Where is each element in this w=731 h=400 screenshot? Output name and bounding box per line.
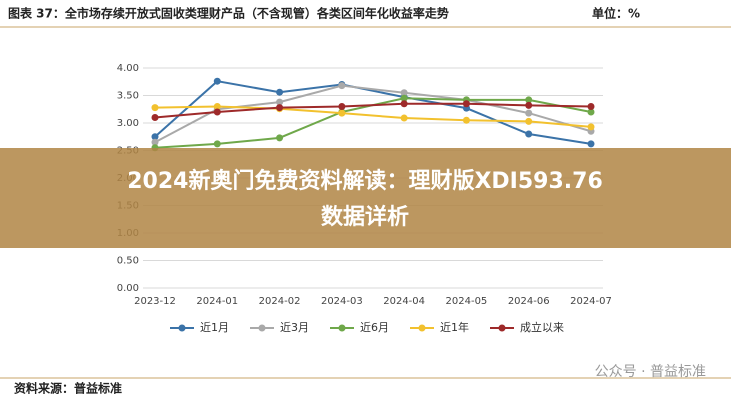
y-tick-label: 0.50: [117, 256, 139, 267]
point: [276, 134, 284, 142]
legend-label: 近1月: [200, 321, 229, 334]
point: [276, 104, 284, 112]
source: 资料来源：普益标准: [14, 381, 122, 396]
point: [213, 108, 221, 116]
x-tick-label: 2024-05: [446, 296, 488, 307]
y-tick-label: 3.50: [117, 91, 139, 102]
watermark: 公众号 · 普益标准: [595, 364, 706, 380]
point: [213, 77, 221, 85]
x-tick-label: 2024-02: [259, 296, 301, 307]
point: [462, 116, 470, 124]
y-tick-label: 0.00: [117, 283, 139, 294]
point: [400, 114, 408, 122]
legend-marker: [418, 324, 426, 332]
point: [400, 100, 408, 108]
point: [338, 109, 346, 117]
point: [151, 138, 159, 146]
overlay-line: 数据详析: [321, 204, 409, 230]
point: [151, 114, 159, 121]
overlay-banner: [0, 148, 731, 248]
point: [525, 130, 533, 138]
point: [587, 108, 595, 116]
point: [525, 117, 533, 125]
legend-label: 近3月: [280, 321, 309, 334]
series-line: [154, 84, 592, 144]
point: [400, 89, 408, 97]
point: [338, 103, 346, 110]
x-tick-label: 2024-01: [196, 296, 238, 307]
point: [151, 104, 159, 112]
series-line: [154, 105, 592, 128]
point: [338, 82, 346, 90]
point: [525, 96, 533, 104]
x-tick-label: 2024-03: [321, 296, 363, 307]
point: [400, 94, 408, 102]
x-tick-label: 2024-07: [570, 296, 612, 307]
point: [587, 123, 595, 131]
series-line: [154, 102, 592, 119]
x-tick-label: 2024-04: [383, 296, 425, 307]
legend-marker: [498, 324, 506, 332]
legend-label: 近1年: [440, 320, 469, 334]
unit-label: 单位：%: [592, 6, 640, 21]
y-tick-label: 3.00: [117, 118, 139, 129]
point: [276, 88, 284, 96]
point: [151, 133, 159, 141]
legend-marker: [258, 324, 266, 332]
series-line: [154, 80, 592, 145]
legend-label: 成立以来: [520, 320, 564, 334]
point: [525, 109, 533, 117]
x-tick-label: 2024-06: [508, 296, 550, 307]
point: [276, 98, 284, 106]
point: [462, 100, 470, 108]
point: [587, 140, 595, 148]
legend-marker: [178, 324, 186, 332]
overlay-line: 2024新奥门免费资料解读：理财版XDI593.76: [127, 168, 603, 194]
point: [587, 103, 595, 110]
chart-title: 图表 37：全市场存续开放式固收类理财产品（不含现管）各类区间年化收益率走势: [8, 6, 449, 21]
legend-label: 近6月: [360, 321, 389, 334]
point: [213, 103, 221, 110]
legend-marker: [338, 324, 346, 332]
point: [525, 101, 533, 109]
point: [213, 140, 221, 148]
y-tick-label: 4.00: [117, 63, 139, 74]
x-tick-label: 2023-12: [134, 296, 176, 307]
